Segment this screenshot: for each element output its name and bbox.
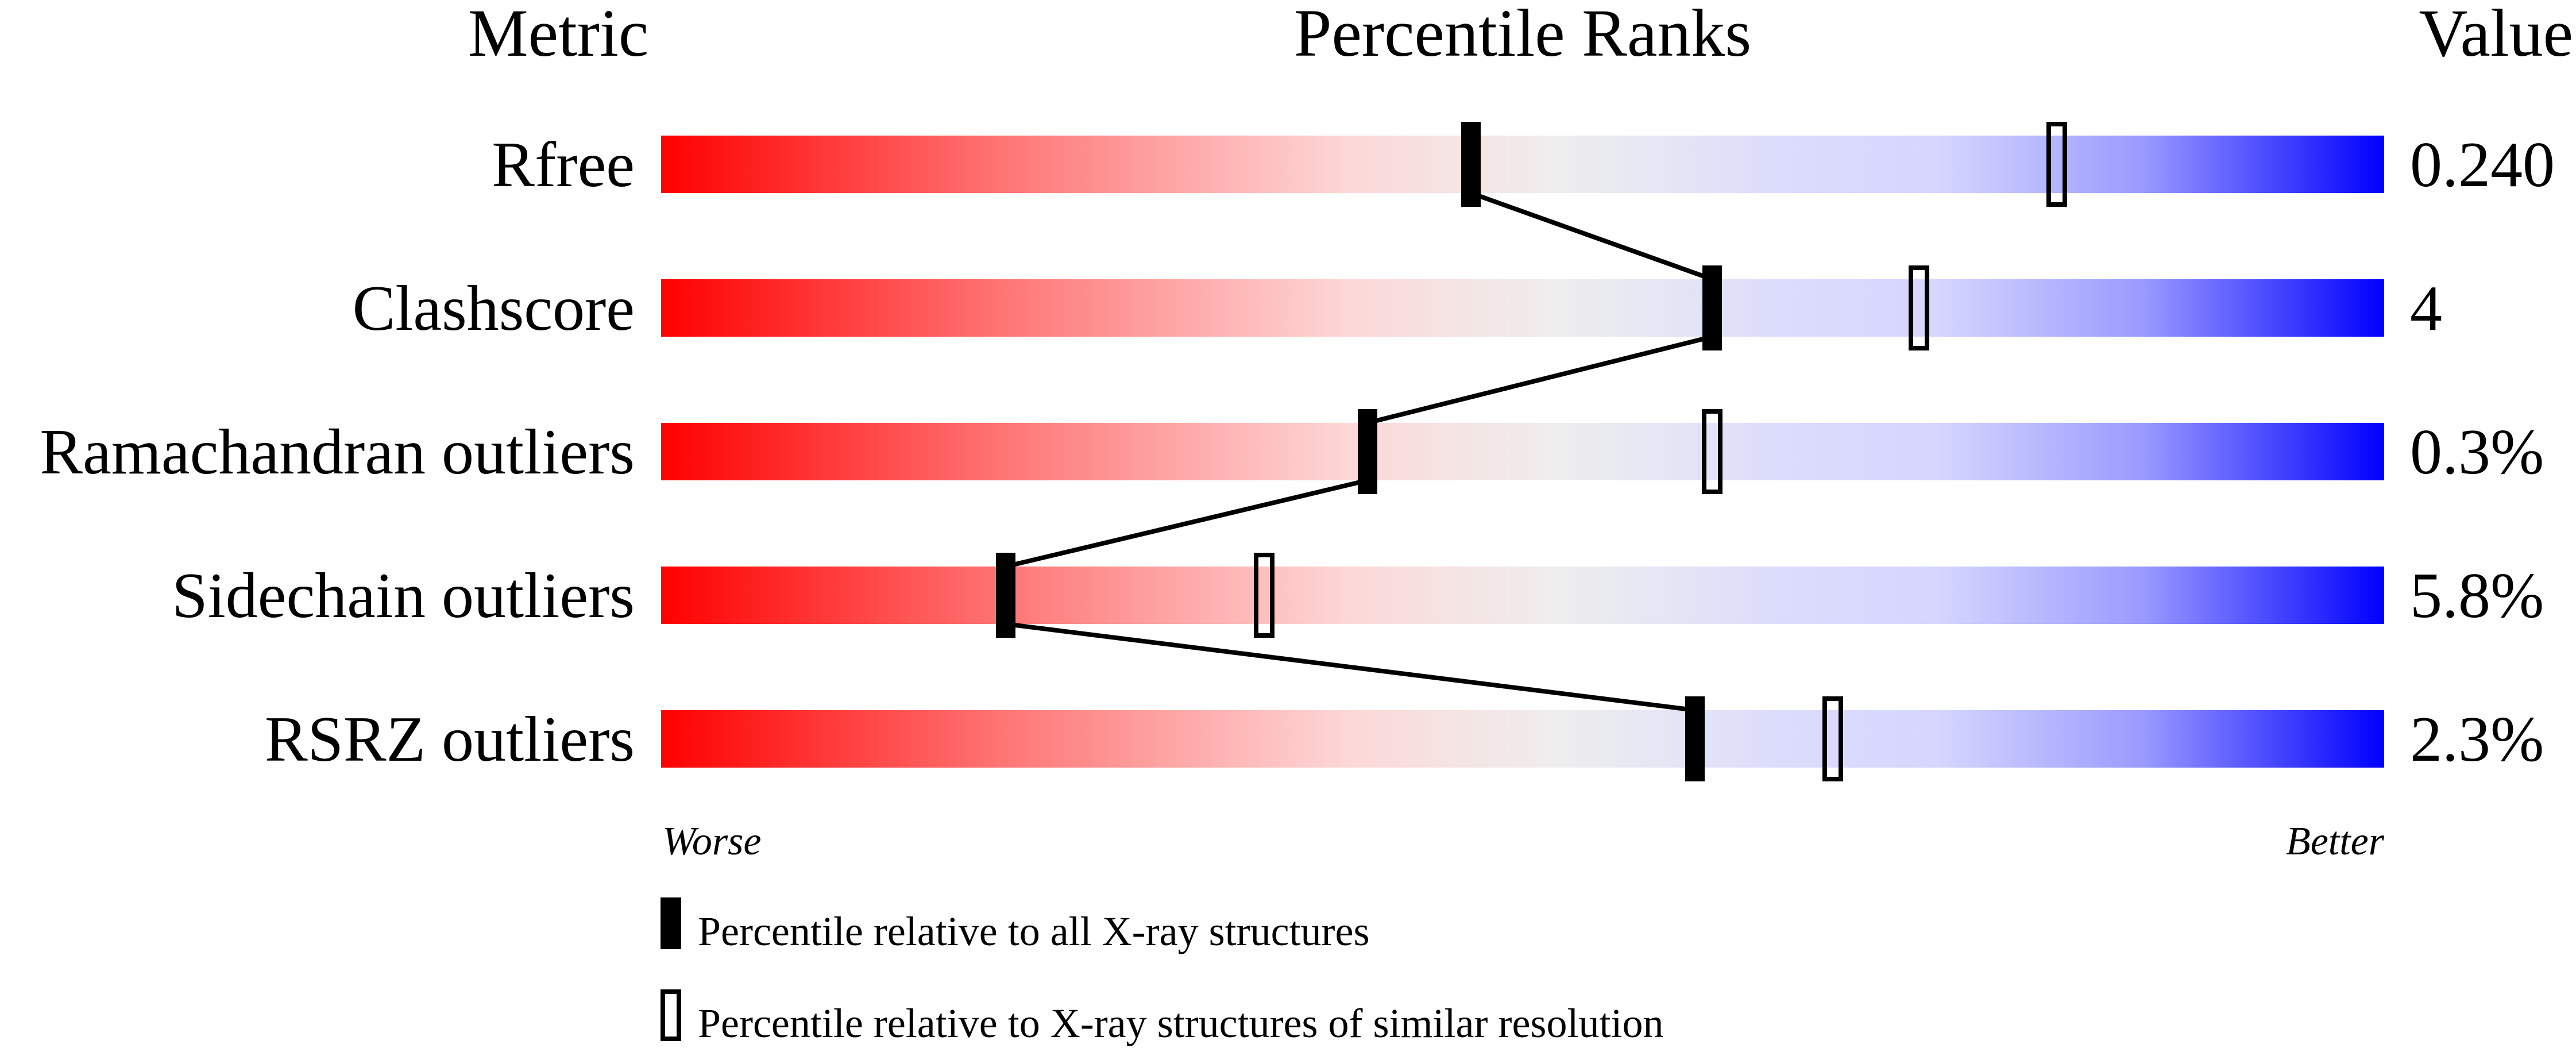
header-metric: Metric [468,0,649,71]
metric-value: 2.3% [2410,704,2544,775]
legend-filled-marker [661,897,681,949]
percentile-marker-all [1461,122,1481,207]
percentile-marker-similar [1702,409,1723,494]
metric-label: Ramachandran outliers [40,417,635,488]
connector-line [1470,191,1713,282]
legend-filled-label: Percentile relative to all X-ray structu… [698,908,1370,954]
worse-label: Worse [662,819,761,864]
header-value: Value [2419,0,2573,71]
percentile-bar [661,136,2384,193]
metric-value: 5.8% [2410,560,2544,631]
percentile-marker-all [1685,696,1705,781]
metric-label: RSRZ outliers [265,704,635,775]
percentile-marker-similar [1822,696,1843,781]
percentile-marker-all [1702,265,1722,350]
connector-line [1367,334,1713,425]
percentile-marker-all [1358,409,1377,494]
percentile-marker-similar [1909,265,1929,350]
percentile-marker-similar [2046,122,2067,207]
metric-value: 4 [2410,273,2442,344]
better-label: Better [2286,819,2385,864]
percentile-bar [661,279,2384,337]
metric-label: Rfree [492,129,635,201]
metric-value: 0.240 [2410,129,2555,201]
percentile-bar [661,710,2384,768]
percentile-marker-similar [1254,553,1275,638]
percentile-bar [661,567,2384,624]
header-percentile-ranks: Percentile Ranks [1294,0,1751,71]
percentile-bar [661,423,2384,480]
connector-line [1005,622,1696,712]
metric-label: Sidechain outliers [172,560,635,631]
legend-open-marker [661,989,681,1041]
legend-open-label: Percentile relative to X-ray structures … [698,1000,1663,1046]
percentile-marker-all [996,553,1015,638]
metric-value: 0.3% [2410,417,2544,488]
connector-line [1005,478,1368,569]
metric-label: Clashscore [353,273,635,344]
